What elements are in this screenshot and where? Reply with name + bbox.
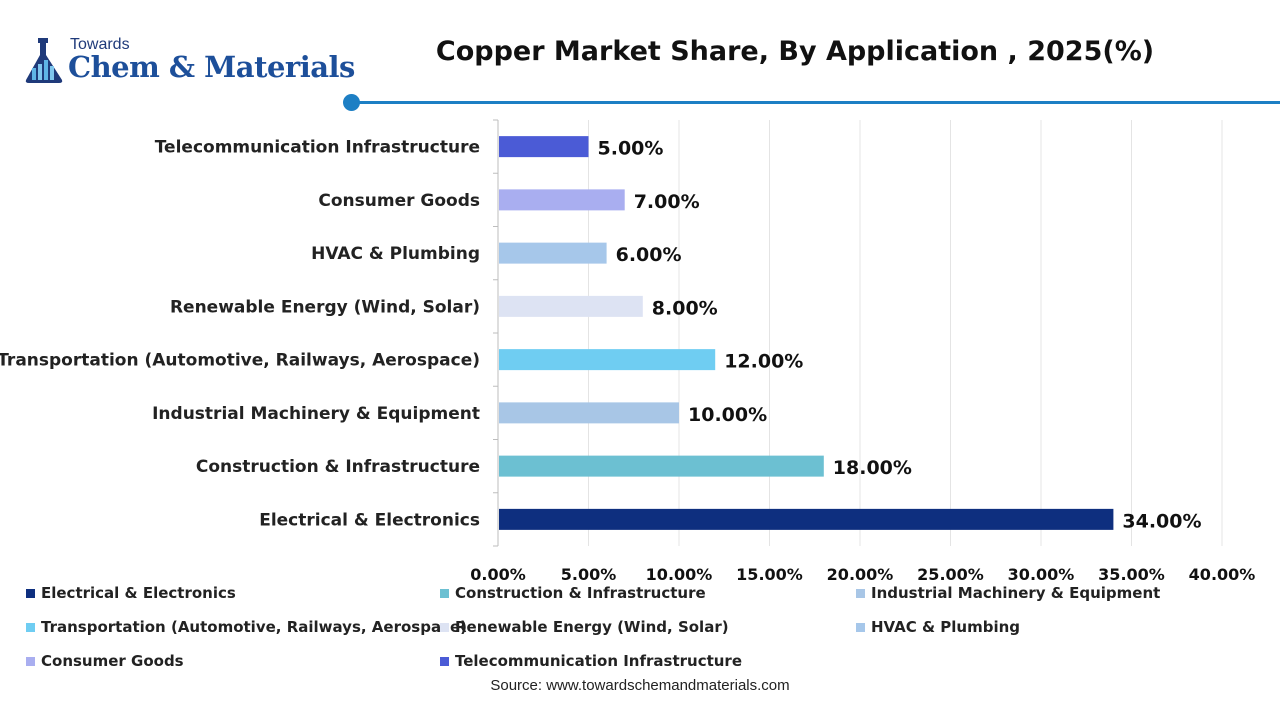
- legend-item: Consumer Goods: [26, 652, 184, 670]
- legend-label: Consumer Goods: [41, 652, 184, 670]
- source-note: Source: www.towardschemandmaterials.com: [490, 677, 790, 694]
- legend-item: Industrial Machinery & Equipment: [856, 584, 1160, 602]
- legend-label: Electrical & Electronics: [41, 584, 236, 602]
- x-tick-label: 15.00%: [736, 565, 803, 584]
- legend-label: Telecommunication Infrastructure: [455, 652, 743, 670]
- legend-swatch: [440, 622, 449, 632]
- legend-item: Renewable Energy (Wind, Solar): [440, 618, 729, 636]
- x-tick-label: 35.00%: [1098, 565, 1165, 584]
- data-label: 10.00%: [688, 404, 767, 426]
- x-tick-label: 30.00%: [1008, 565, 1075, 584]
- chart-legend: Electrical & Electronics Construction & I…: [26, 584, 1266, 684]
- legend-label: Industrial Machinery & Equipment: [871, 584, 1161, 602]
- legend-item: Construction & Infrastructure: [440, 584, 706, 602]
- x-tick-label: 40.00%: [1189, 565, 1256, 584]
- category-label: Consumer Goods: [318, 191, 480, 211]
- category-label: Electrical & Electronics: [259, 510, 480, 530]
- legend-swatch: [856, 622, 865, 632]
- bar: [499, 295, 643, 317]
- data-label: 12.00%: [724, 351, 803, 373]
- legend-swatch: [440, 656, 449, 666]
- legend-label: Renewable Energy (Wind, Solar): [455, 618, 729, 636]
- category-label: Industrial Machinery & Equipment: [152, 404, 480, 424]
- bar: [499, 189, 625, 211]
- category-label: HVAC & Plumbing: [311, 244, 480, 264]
- x-tick-label: 10.00%: [646, 565, 713, 584]
- category-label: Renewable Energy (Wind, Solar): [170, 297, 480, 317]
- legend-swatch: [856, 588, 865, 598]
- data-label: 8.00%: [652, 297, 718, 319]
- x-tick-label: 20.00%: [827, 565, 894, 584]
- legend-swatch: [26, 622, 35, 632]
- x-tick-label: 25.00%: [917, 565, 984, 584]
- data-label: 34.00%: [1122, 510, 1201, 532]
- data-label: 18.00%: [833, 457, 912, 479]
- legend-swatch: [440, 588, 449, 598]
- header-divider-dot: [343, 94, 360, 111]
- brand-main-text: Chem & Materials: [68, 50, 355, 84]
- legend-label: Construction & Infrastructure: [455, 584, 706, 602]
- data-label: 7.00%: [634, 191, 700, 213]
- legend-item: Telecommunication Infrastructure: [440, 652, 742, 670]
- bar: [499, 508, 1114, 530]
- legend-swatch: [26, 656, 35, 666]
- legend-item: HVAC & Plumbing: [856, 618, 1020, 636]
- legend-label: HVAC & Plumbing: [871, 618, 1021, 636]
- legend-item: Electrical & Electronics: [26, 584, 236, 602]
- category-label: Construction & Infrastructure: [196, 457, 480, 477]
- header-divider: [350, 101, 1280, 104]
- data-label: 6.00%: [616, 244, 682, 266]
- legend-swatch: [26, 588, 35, 598]
- brand-top-text: Towards: [70, 36, 130, 53]
- chart-title: Copper Market Share, By Application , 20…: [435, 36, 1155, 67]
- bar: [499, 349, 716, 371]
- bar: [499, 455, 824, 477]
- bar: [499, 242, 607, 264]
- flask-icon: [25, 38, 63, 83]
- x-tick-label: 0.00%: [470, 565, 526, 584]
- brand-logo: Towards Chem & Materials: [22, 36, 355, 88]
- legend-item: Transportation (Automotive, Railways, Ae…: [26, 618, 467, 636]
- legend-label: Transportation (Automotive, Railways, Ae…: [41, 618, 467, 636]
- category-label: Telecommunication Infrastructure: [155, 138, 480, 158]
- category-label: Transportation (Automotive, Railways, Ae…: [0, 351, 480, 371]
- x-tick-label: 5.00%: [561, 565, 617, 584]
- data-label: 5.00%: [598, 138, 664, 160]
- bar: [499, 402, 679, 424]
- bar: [499, 136, 589, 158]
- bar-chart: Telecommunication Infrastructure Consumer…: [0, 119, 1256, 584]
